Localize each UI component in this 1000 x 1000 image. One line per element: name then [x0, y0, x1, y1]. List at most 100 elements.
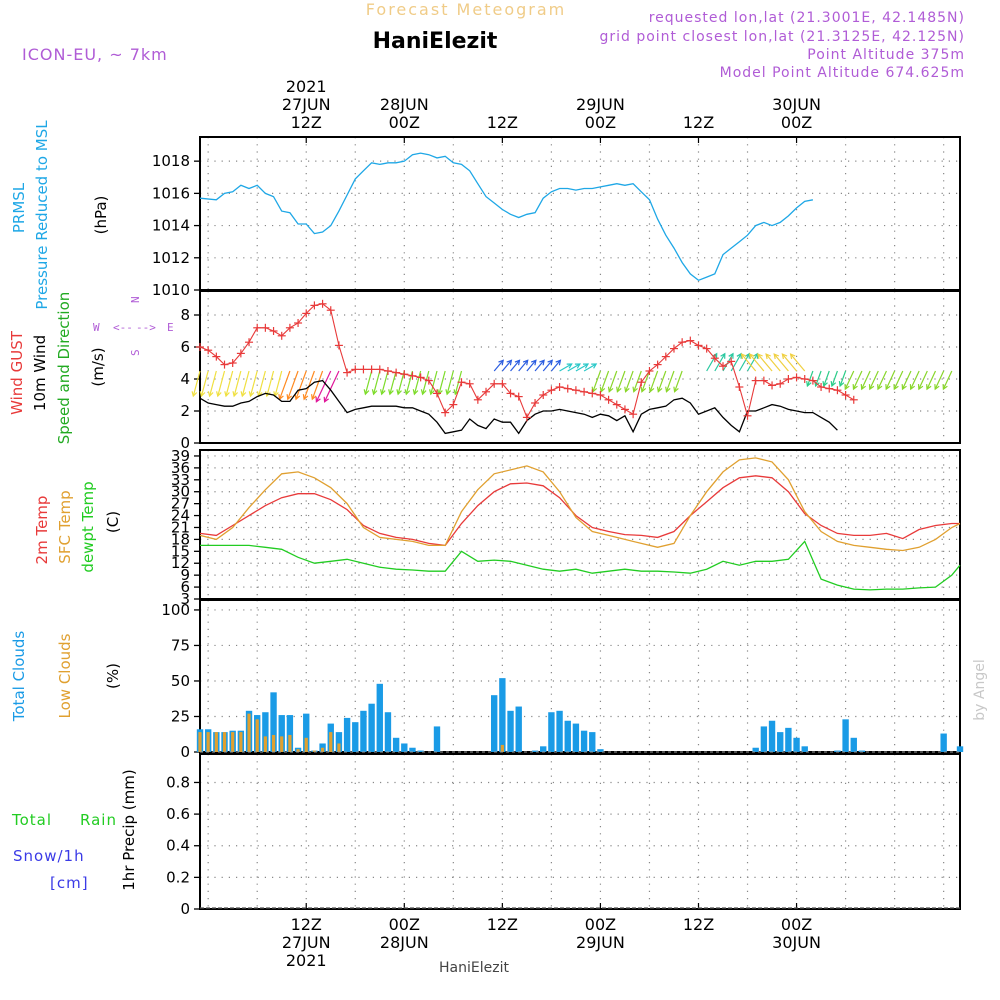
- wind-gust-marker: [457, 378, 466, 387]
- top-time-label: 00Z: [585, 113, 616, 132]
- wind-gust-marker: [498, 379, 507, 388]
- wind-arrow-shaft: [241, 370, 250, 397]
- wind-arrow-shaft: [674, 370, 683, 392]
- low-cloud-bar: [329, 732, 333, 752]
- wind-arrow-head: [591, 363, 598, 369]
- wind-gust-marker: [792, 373, 801, 382]
- wind-gust-marker: [841, 391, 850, 399]
- wind-arrow-head: [216, 391, 222, 398]
- wind-arrow-head: [648, 386, 655, 393]
- top-time-label: 00Z: [389, 113, 420, 132]
- total-cloud-bar: [335, 732, 343, 752]
- wind-direction-arrow: [518, 359, 529, 372]
- wind-direction-arrow: [917, 370, 928, 391]
- wind-gust-marker: [669, 344, 678, 353]
- low-cloud-bar: [214, 732, 218, 752]
- wind-direction-arrow: [822, 370, 830, 388]
- wind-arrow-head: [868, 384, 875, 391]
- wind-gust-marker: [563, 384, 572, 393]
- temperature-ytick-label: 12: [171, 554, 190, 572]
- wind-arrow-head: [404, 389, 411, 396]
- total-cloud-bar: [589, 732, 596, 752]
- wind-arrow-shaft: [315, 370, 332, 403]
- wind-arrow-shaft: [852, 370, 863, 390]
- wind-arrow-shaft: [625, 370, 634, 392]
- wind-gust-marker: [547, 386, 556, 395]
- wind-arrow-head: [311, 394, 317, 401]
- wind-gust-marker: [383, 367, 392, 375]
- wind-direction-arrow: [248, 370, 258, 398]
- wind-arrow-shaft: [438, 370, 446, 395]
- wind-gust-marker: [604, 395, 613, 404]
- wind-arrow-shaft: [765, 353, 781, 372]
- bottom-time-label: 27JUN: [282, 933, 331, 952]
- wind-arrow-shaft: [567, 363, 581, 372]
- label-hpa: (hPa): [92, 196, 110, 235]
- closest-coords: grid point closest lon,lat (21.3125E, 42…: [599, 29, 965, 45]
- wind-arrow-shaft: [192, 370, 201, 397]
- wind-arrow-shaft: [839, 370, 847, 387]
- wind-gust-marker: [637, 378, 646, 387]
- wind-gust-marker: [367, 365, 376, 374]
- wind-arrow-shaft: [422, 370, 430, 395]
- wind-arrow-head: [934, 384, 940, 391]
- top-time-label: 27JUN: [282, 95, 331, 114]
- wind-arrow-shaft: [324, 370, 340, 403]
- wind-gust-marker: [825, 384, 834, 393]
- total-cloud-bar: [409, 747, 416, 752]
- wind-gust-marker: [751, 376, 760, 385]
- total-cloud-bar: [572, 723, 580, 752]
- pressure-panel: 1010 1012 1014 1016 1018: [152, 136, 961, 299]
- wind-direction-arrow: [885, 370, 896, 391]
- wind-speed-line: [199, 379, 838, 435]
- requested-coords: requested lon,lat (21.3001E, 42.1485N): [649, 10, 965, 26]
- wind-gust-marker: [686, 336, 695, 345]
- label-sfc-temp: SFC Temp: [56, 490, 74, 563]
- bottom-time-label: 12Z: [683, 915, 714, 934]
- total-cloud-bar: [376, 683, 383, 752]
- wind-gust-marker: [727, 357, 736, 366]
- wind-gust-marker: [285, 323, 294, 332]
- wind-arrow-head: [555, 359, 562, 366]
- total-cloud-bar: [556, 710, 563, 752]
- label-dewpt-temp: dewpt Temp: [79, 481, 97, 572]
- wind-arrow-shaft: [209, 370, 217, 397]
- wind-arrow-shaft: [550, 359, 561, 372]
- wind-gust-marker: [555, 383, 564, 391]
- wind-arrow-head: [248, 391, 255, 398]
- wind-arrow-shaft: [893, 370, 904, 390]
- wind-direction-arrow: [757, 353, 773, 372]
- top-time-label: 2021: [286, 77, 327, 96]
- wind-direction-arrow: [534, 359, 545, 372]
- wind-arrow-head: [740, 353, 747, 360]
- wind-direction-arrow: [224, 370, 234, 398]
- total-cloud-bar: [343, 717, 351, 752]
- wind-direction-arrow: [656, 370, 667, 393]
- top-time-label: 30JUN: [772, 95, 821, 114]
- total-cloud-bar: [270, 692, 277, 752]
- wind-direction-arrow: [877, 370, 887, 391]
- wind-direction-arrow: [286, 370, 299, 401]
- wind-arrow-shaft: [823, 370, 830, 387]
- wind-arrow-shaft: [781, 353, 798, 372]
- wind-arrow-head: [240, 391, 247, 398]
- low-cloud-bar: [337, 743, 341, 752]
- watermark: by Angel: [972, 659, 988, 720]
- total-cloud-bar: [262, 712, 269, 752]
- clouds-ytick-label: 0: [180, 743, 190, 761]
- total-cloud-bar: [417, 750, 424, 752]
- label-percent: (%): [104, 663, 122, 689]
- wind-direction-arrow: [207, 370, 217, 398]
- clouds-ytick-label: 50: [171, 672, 190, 690]
- label-cm: [cm]: [50, 874, 89, 892]
- wind-direction-arrow: [559, 363, 573, 372]
- wind-gust-marker: [294, 319, 303, 327]
- temperature-ytick-label: 9: [180, 566, 190, 584]
- wind-gust-marker: [522, 413, 531, 422]
- wind-arrow-shaft: [869, 370, 879, 390]
- wind-direction-arrow: [648, 370, 659, 393]
- wind-direction-arrow: [199, 370, 209, 398]
- wind-arrow-head: [294, 394, 301, 401]
- wind-direction-arrow: [445, 370, 454, 396]
- wind-gust-marker: [596, 391, 605, 399]
